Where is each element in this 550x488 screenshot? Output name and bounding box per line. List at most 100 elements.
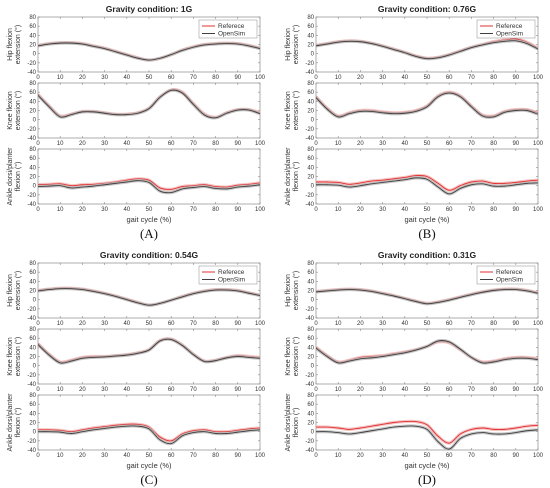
chart-title: Gravity condition: 0.54G [100,250,199,260]
x-tick-label: 0 [36,453,40,459]
x-tick-label: 20 [357,141,364,147]
x-tick-label: 90 [234,141,241,147]
x-tick-label: 50 [146,321,153,327]
x-tick-label: 30 [101,453,108,459]
y-tick-label: 0 [311,298,315,304]
y-tick-label: -20 [27,127,36,133]
y-tick-label: -40 [27,316,36,322]
x-tick-label: 50 [146,387,153,393]
axes-box [37,328,261,385]
y-tick-label: 80 [307,261,314,267]
x-tick-label: 80 [212,453,219,459]
series-line-opensim [316,92,538,118]
x-tick-label: 60 [446,141,453,147]
y-tick-label: 60 [307,402,314,408]
y-tick-label: 80 [29,15,36,21]
y-tick-label: 80 [307,147,314,153]
chart-panel-2: Gravity condition: 0.76G806040200-20-400… [285,4,544,241]
x-axis-label: gait cycle (%) [126,215,172,224]
x-tick-label: 60 [168,207,175,213]
x-tick-label: 10 [57,75,64,81]
series-group [316,90,538,119]
x-tick-label: 50 [146,453,153,459]
x-tick-label: 40 [123,387,130,393]
x-tick-label: 100 [533,453,544,459]
x-tick-label: 40 [401,321,408,327]
x-tick-label: 100 [255,141,266,147]
y-axis-label-line1: Ankle dorsi/planter [285,147,292,206]
axes-box [315,328,539,385]
x-tick-label: 80 [212,321,219,327]
x-tick-label: 70 [468,141,475,147]
x-tick-label: 60 [168,321,175,327]
y-tick-label: -40 [305,316,314,322]
x-tick-label: 70 [468,321,475,327]
x-tick-label: 70 [190,453,197,459]
x-tick-label: 10 [335,321,342,327]
y-tick-label: 60 [29,402,36,408]
y-tick-label: -40 [305,70,314,76]
x-tick-label: 90 [512,141,519,147]
series-group [38,337,260,365]
x-tick-label: 60 [168,453,175,459]
x-tick-label: 90 [234,453,241,459]
x-tick-label: 0 [314,75,318,81]
x-tick-label: 80 [490,321,497,327]
legend-label: Referece [218,23,245,30]
y-tick-label: 60 [307,156,314,162]
y-tick-label: 40 [307,345,314,351]
x-tick-label: 90 [234,75,241,81]
x-tick-label: 10 [57,453,64,459]
y-tick-label: 80 [307,81,314,87]
x-tick-label: 30 [379,321,386,327]
x-tick-label: 20 [79,387,86,393]
x-tick-label: 60 [168,75,175,81]
series-group [316,338,538,365]
y-axis-label-line1: Knee flexion [7,91,14,130]
y-axis-label-line2: flexion (°) [14,162,22,192]
x-tick-label: 30 [101,387,108,393]
legend-label: OpenSim [496,31,523,38]
x-tick-label: 80 [490,453,497,459]
y-tick-label: -20 [305,193,314,199]
y-tick-label: -20 [305,307,314,313]
y-tick-label: 80 [307,15,314,21]
x-tick-label: 40 [123,453,130,459]
x-tick-label: 100 [255,75,266,81]
x-tick-label: 20 [357,207,364,213]
x-tick-label: 10 [335,453,342,459]
x-tick-label: 50 [424,453,431,459]
y-tick-label: 0 [33,364,37,370]
y-tick-label: 80 [29,393,36,399]
x-tick-label: 30 [101,75,108,81]
x-tick-label: 50 [424,321,431,327]
y-tick-label: 0 [311,52,315,58]
y-tick-label: 60 [307,336,314,342]
x-tick-label: 0 [36,207,40,213]
series-line-reference [316,175,538,191]
x-tick-label: 30 [101,141,108,147]
x-tick-label: 50 [424,75,431,81]
legend-label: OpenSim [218,31,245,38]
x-tick-label: 40 [401,387,408,393]
y-tick-label: 80 [307,393,314,399]
y-axis-label-line2: extension (°) [292,91,300,130]
series-line-opensim [316,288,538,305]
series-line-opensim [38,180,260,194]
x-tick-label: 40 [123,321,130,327]
y-tick-label: 60 [29,336,36,342]
series-group [316,419,538,450]
y-tick-label: 0 [311,118,315,124]
x-tick-label: 90 [512,207,519,213]
x-tick-label: 100 [255,321,266,327]
series-line-opensim [38,288,260,306]
y-tick-label: 20 [307,289,314,295]
y-tick-label: 0 [33,430,37,436]
